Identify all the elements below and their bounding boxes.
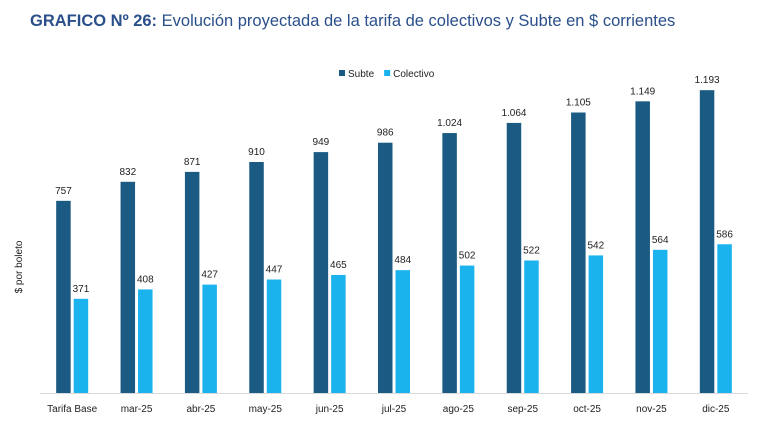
x-tick-label: jun-25 — [315, 404, 344, 415]
bar-subte-nov-25 — [635, 101, 650, 393]
data-label-colectivo: 564 — [652, 235, 669, 246]
data-label-subte: 832 — [119, 167, 136, 178]
x-tick-label: jul-25 — [381, 404, 407, 415]
data-label-colectivo: 502 — [459, 251, 476, 262]
data-label-subte: 1.064 — [501, 108, 526, 119]
legend: Subte Colectivo — [339, 69, 435, 80]
bar-colectivo-mar-25 — [138, 289, 153, 393]
x-tick-label: oct-25 — [573, 404, 601, 415]
data-label-subte: 949 — [313, 137, 330, 148]
bar-subte-tarifa-base — [56, 200, 71, 393]
bar-subte-jul-25 — [378, 142, 393, 393]
data-label-subte: 986 — [377, 128, 394, 139]
data-label-colectivo: 522 — [523, 245, 540, 256]
legend-swatch-colectivo — [384, 70, 391, 76]
bars — [56, 90, 732, 393]
bar-colectivo-may-25 — [266, 279, 282, 393]
bar-subte-mar-25 — [120, 181, 136, 393]
bar-subte-dic-25 — [699, 90, 715, 393]
data-label-colectivo: 408 — [137, 274, 154, 285]
bar-subte-may-25 — [249, 162, 264, 393]
legend-swatch-subte — [339, 70, 345, 76]
x-tick-label: sep-25 — [507, 404, 538, 415]
chart-title-text: Evolución proyectada de la tarifa de col… — [157, 12, 676, 30]
x-tick-label: ago-25 — [443, 404, 475, 415]
bar-colectivo-abr-25 — [202, 284, 217, 393]
bar-subte-oct-25 — [571, 112, 586, 393]
x-tick-label: may-25 — [249, 404, 283, 415]
data-label-subte: 757 — [55, 186, 72, 197]
bar-colectivo-ago-25 — [459, 265, 475, 393]
bar-subte-sep-25 — [506, 122, 522, 393]
bar-colectivo-sep-25 — [524, 260, 539, 393]
data-label-colectivo: 465 — [330, 260, 347, 271]
data-label-subte: 1.149 — [630, 86, 655, 97]
legend-label-colectivo: Colectivo — [393, 69, 435, 80]
data-label-colectivo: 586 — [716, 229, 733, 240]
data-label-colectivo: 542 — [587, 240, 604, 251]
data-labels: 757 371 832 408 871 427 910 447 949 465 986 484 1.02… — [55, 75, 733, 295]
bar-subte-jun-25 — [313, 152, 329, 393]
x-tick-label: abr-25 — [186, 404, 215, 415]
bar-colectivo-nov-25 — [652, 249, 668, 393]
data-label-colectivo: 371 — [73, 284, 90, 295]
bar-colectivo-oct-25 — [588, 255, 604, 393]
data-label-subte: 1.024 — [437, 118, 462, 129]
data-label-colectivo: 447 — [266, 265, 283, 276]
y-axis-title: $ por boleto — [14, 240, 25, 293]
x-tick-label: dic-25 — [702, 404, 730, 415]
x-tick-label: nov-25 — [636, 404, 667, 415]
chart-title: GRAFICO Nº 26: Evolución proyectada de l… — [30, 12, 675, 31]
data-label-colectivo: 427 — [201, 270, 218, 281]
bar-subte-abr-25 — [184, 171, 200, 393]
bar-colectivo-jul-25 — [395, 270, 410, 393]
legend-label-subte: Subte — [348, 69, 375, 80]
data-label-subte: 910 — [248, 147, 265, 158]
x-axis-ticks: Tarifa Base mar-25 abr-25 may-25 jun-25 jul-2… — [47, 404, 730, 415]
chart-title-prefix: GRAFICO Nº 26: — [30, 12, 158, 30]
bar-subte-ago-25 — [442, 133, 457, 393]
data-label-subte: 1.193 — [695, 75, 720, 86]
bar-colectivo-jun-25 — [331, 274, 346, 393]
bar-colectivo-dic-25 — [717, 244, 732, 393]
data-label-subte: 1.105 — [566, 98, 591, 109]
x-tick-label: Tarifa Base — [47, 404, 97, 415]
bar-colectivo-tarifa-base — [73, 298, 89, 393]
x-tick-label: mar-25 — [121, 404, 153, 415]
data-label-colectivo: 484 — [394, 255, 411, 266]
data-label-subte: 871 — [184, 157, 201, 168]
